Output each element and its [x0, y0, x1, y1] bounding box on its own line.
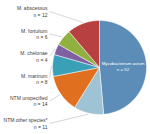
- svg-text:M. marinumn = 8: M. marinumn = 8: [21, 73, 48, 86]
- svg-text:M. abscessusn = 12: M. abscessusn = 12: [17, 5, 48, 18]
- svg-text:NTM unspecifiedn = 14: NTM unspecifiedn = 14: [10, 95, 48, 108]
- svg-text:M. fortuitumn = 6: M. fortuitumn = 6: [21, 28, 48, 41]
- svg-text:Mycobacterium aviumn = 52: Mycobacterium aviumn = 52: [102, 61, 145, 72]
- svg-text:M. chelonaen = 4: M. chelonaen = 4: [20, 50, 47, 63]
- svg-text:NTM other species*n = 11: NTM other species*n = 11: [4, 117, 48, 130]
